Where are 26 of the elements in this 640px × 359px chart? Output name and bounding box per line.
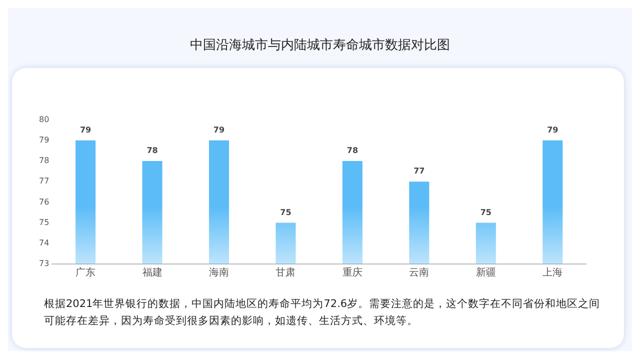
x-tick-label: 上海 — [542, 266, 563, 279]
y-tick-label: 80 — [38, 114, 50, 124]
x-tick-label: 新疆 — [476, 266, 496, 279]
y-tick-label: 79 — [38, 135, 50, 144]
y-tick-label: 75 — [38, 218, 50, 227]
data-label: 78 — [146, 146, 158, 156]
y-tick-label: 78 — [38, 156, 50, 166]
y-tick-label: 74 — [38, 238, 50, 248]
data-label: 77 — [414, 166, 425, 176]
y-tick-label: 76 — [38, 197, 50, 206]
data-label: 79 — [547, 125, 559, 134]
data-label: 79 — [213, 125, 225, 134]
x-tick-label: 福建 — [142, 266, 162, 279]
data-label: 75 — [480, 208, 492, 217]
x-tick-label: 广东 — [76, 266, 96, 279]
y-tick-label: 77 — [38, 176, 50, 186]
x-tick-label: 甘肃 — [276, 266, 296, 279]
chart-title: 中国沿海城市与内陆城市寿命城市数据对比图 — [189, 37, 451, 54]
data-label: 79 — [80, 125, 92, 134]
x-tick-label: 海南 — [209, 266, 229, 279]
x-tick-label: 云南 — [409, 266, 430, 279]
data-label: 75 — [280, 208, 292, 217]
x-tick-label: 重庆 — [342, 266, 362, 279]
y-tick-label: 73 — [38, 259, 50, 268]
data-label: 78 — [346, 146, 358, 156]
text: 根据2021年世界银行的数据，中国内陆地区的寿命平均为72.6岁。需要注意的是，这个数字在不同省份和地区之间可能存在差异，因为寿命受到很多因素的影响，如遗传、生活方式、环境等。 — [44, 297, 602, 329]
